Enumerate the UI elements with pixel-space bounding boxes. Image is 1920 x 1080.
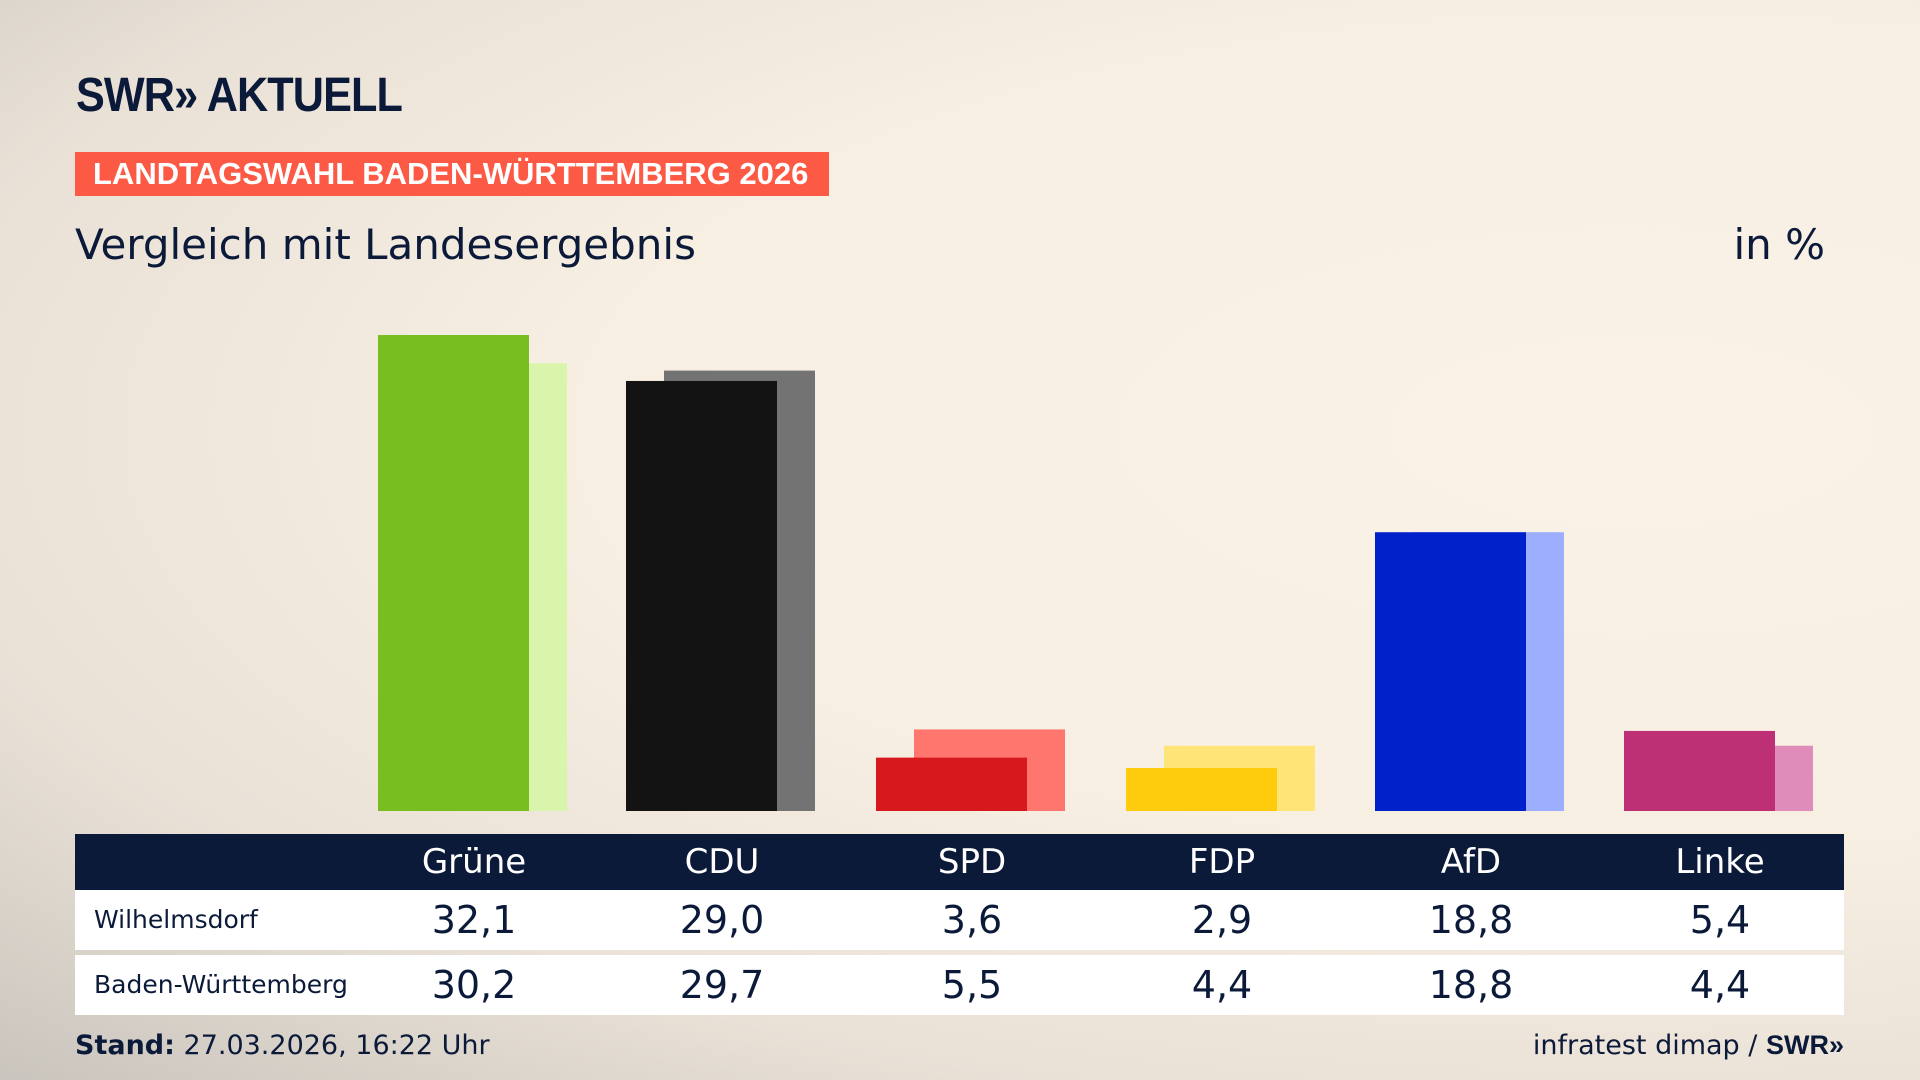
table-row: Wilhelmsdorf 32,1 29,0 3,6 2,9 18,8 5,4 [75,890,1844,950]
table-cell: 30,2 [431,963,517,1007]
source-text: infratest dimap / [1532,1030,1758,1061]
bar-spd [876,757,1027,811]
table-cell: 32,1 [431,898,517,942]
stand-label: Stand: [75,1030,175,1061]
table-cell: 3,6 [941,898,1003,942]
table-cell: 5,4 [1689,898,1751,942]
election-banner: LANDTAGSWAHL BADEN-WÜRTTEMBERG 2026 [75,152,829,196]
bar-linke [1624,730,1775,811]
column-header: CDU [684,842,760,882]
row-label: Wilhelmsdorf [94,905,258,934]
table-row: Baden-Württemberg 30,2 29,7 5,5 4,4 18,8 4,4 [75,955,1844,1015]
chart-subtitle: Vergleich mit Landesergebnis [75,220,696,269]
timestamp: Stand: 27.03.2026, 16:22 Uhr [75,1030,490,1061]
table-cell: 4,4 [1689,963,1751,1007]
bar-fdp [1126,767,1277,811]
row-label: Baden-Württemberg [94,970,348,999]
table-header: Grüne CDU SPD FDP AfD Linke [75,834,1844,890]
table-cell: 2,9 [1191,898,1253,942]
table-cell: 29,0 [679,898,765,942]
column-header: Grüne [421,842,527,882]
bar-cdu [626,380,777,811]
column-header: Linke [1675,842,1765,882]
stand-value: 27.03.2026, 16:22 Uhr [183,1030,490,1061]
bar-grüne [378,335,529,811]
column-header: SPD [937,842,1007,882]
swr-aktuell-logo: SWR» AKTUELL [76,69,403,122]
table-cell: 29,7 [679,963,765,1007]
column-header: AfD [1440,842,1502,882]
swr-logo: SWR» [1765,1030,1844,1060]
unit-label: in % [1733,220,1825,269]
column-header: FDP [1188,842,1256,882]
bar-afd [1375,532,1526,811]
table-cell: 4,4 [1191,963,1253,1007]
source: infratest dimap / SWR» [1533,1030,1844,1061]
table-cell: 18,8 [1428,963,1514,1007]
table-cell: 5,5 [941,963,1003,1007]
table-cell: 18,8 [1428,898,1514,942]
